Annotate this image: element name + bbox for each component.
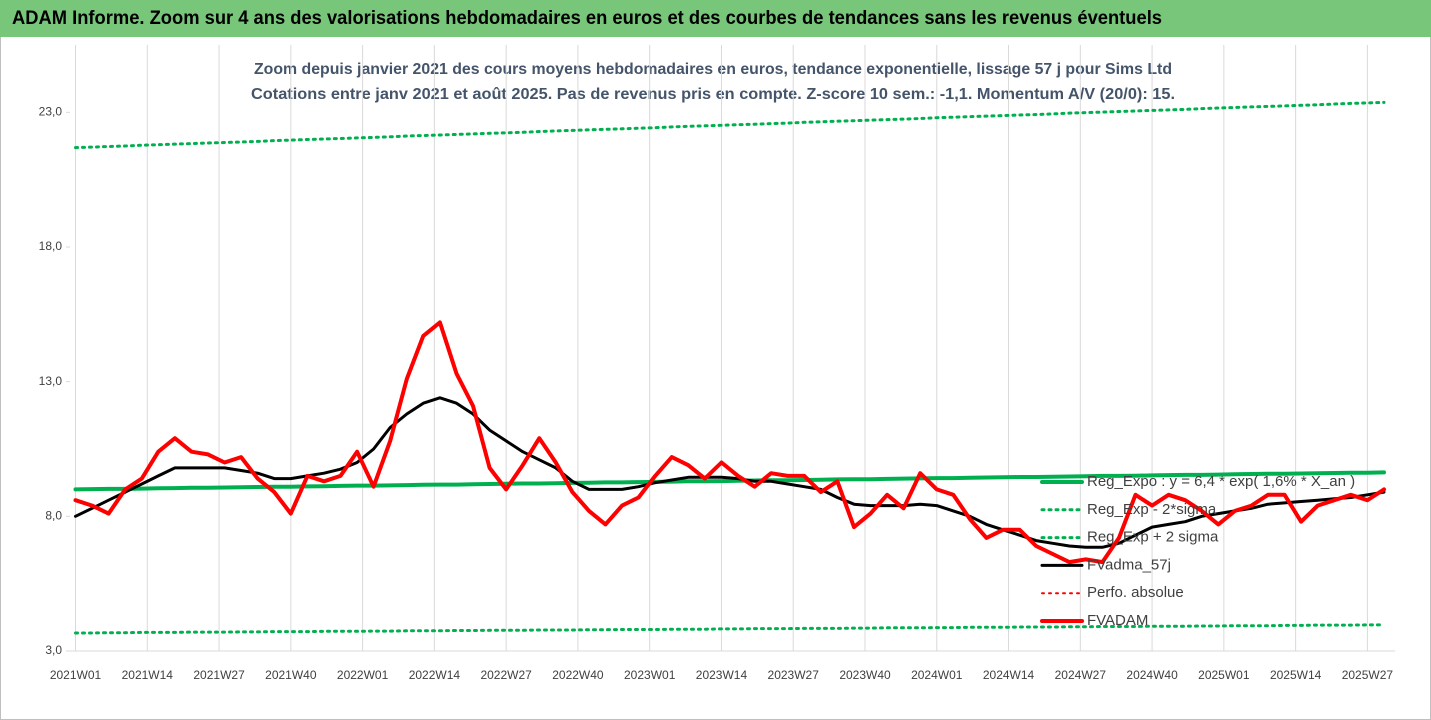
x-tick-label: 2024W01 [911, 668, 963, 682]
chart-subtitle: Cotations entre janv 2021 et août 2025. … [251, 86, 1175, 103]
legend-label: Reg_Exp + 2 sigma [1087, 529, 1219, 546]
x-tick-label: 2021W14 [122, 668, 174, 682]
chart-title: Zoom depuis janvier 2021 des cours moyen… [254, 61, 1172, 78]
legend-label: FVADAM [1087, 612, 1148, 629]
y-tick-label: 13,0 [39, 374, 63, 388]
series-line [74, 623, 1386, 635]
x-tick-label: 2025W01 [1198, 668, 1250, 682]
series-line [74, 396, 1386, 549]
header-bar [0, 0, 1431, 37]
y-tick-label: 8,0 [45, 509, 62, 523]
x-tick-label: 2024W14 [983, 668, 1035, 682]
legend-label: Reg_Exp - 2*sigma [1087, 501, 1217, 518]
legend-label: Reg_Expo : y = 6,4 * exp( 1,6% * X_an ) [1087, 473, 1355, 490]
x-tick-label: 2022W27 [480, 668, 532, 682]
x-tick-label: 2021W01 [50, 668, 102, 682]
x-tick-label: 2022W14 [409, 668, 461, 682]
x-tick-label: 2021W40 [265, 668, 317, 682]
x-tick-label: 2023W27 [768, 668, 820, 682]
header-title: ADAM Informe. Zoom sur 4 ans des valoris… [12, 8, 1162, 29]
x-tick-label: 2023W40 [839, 668, 891, 682]
x-tick-label: 2024W27 [1055, 668, 1107, 682]
series-line [73, 320, 1386, 565]
x-tick-label: 2025W27 [1342, 668, 1394, 682]
x-tick-label: 2021W27 [193, 668, 245, 682]
x-tick-label: 2024W40 [1126, 668, 1178, 682]
x-tick-label: 2022W40 [552, 668, 604, 682]
legend-label: FVadma_57j [1087, 556, 1171, 573]
x-tick-label: 2022W01 [337, 668, 389, 682]
series-line [73, 470, 1386, 492]
y-tick-label: 3,0 [45, 643, 62, 657]
x-tick-label: 2023W14 [696, 668, 748, 682]
series-line [74, 100, 1386, 150]
x-tick-label: 2025W14 [1270, 668, 1322, 682]
x-tick-label: 2023W01 [624, 668, 676, 682]
y-tick-label: 23,0 [39, 105, 63, 119]
legend-label: Perfo. absolue [1087, 584, 1184, 601]
y-tick-label: 18,0 [39, 239, 63, 253]
